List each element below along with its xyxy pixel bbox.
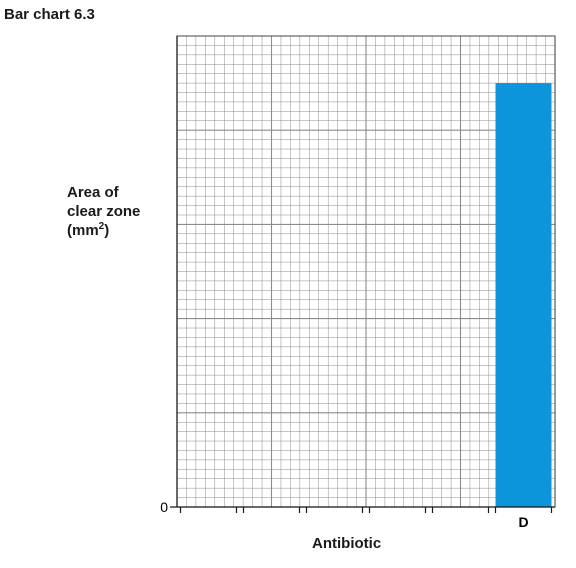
category-label-D: D [518, 514, 528, 530]
y-axis-label-close: ) [104, 222, 110, 239]
chart-title: Bar chart 6.3 [4, 6, 95, 23]
y-axis-label-line-3: (mm [67, 222, 99, 239]
bar-D [495, 83, 552, 507]
x-axis-label: Antibiotic [312, 535, 382, 552]
category-labels: D [518, 514, 528, 530]
y-axis-label-unit-superscript: 2 [98, 221, 105, 232]
bars [495, 83, 552, 507]
grid [176, 35, 556, 508]
y-axis-label: Area of clear zone (mm2) [67, 183, 140, 240]
y-axis-label-line-1: Area of [67, 184, 119, 201]
y-axis-label-line-2: clear zone [67, 203, 141, 220]
y-tick-label: 0 [160, 499, 168, 515]
axes [170, 36, 555, 513]
